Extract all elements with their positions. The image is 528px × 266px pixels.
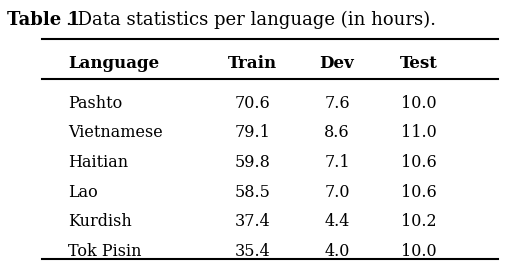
Text: 10.6: 10.6: [401, 184, 437, 201]
Text: Lao: Lao: [68, 184, 98, 201]
Text: Table 1: Table 1: [6, 11, 80, 28]
Text: 4.4: 4.4: [324, 213, 350, 230]
Text: 7.0: 7.0: [324, 184, 350, 201]
Text: 10.2: 10.2: [401, 213, 437, 230]
Text: 58.5: 58.5: [234, 184, 270, 201]
Text: Dev: Dev: [319, 55, 354, 72]
Text: 11.0: 11.0: [401, 124, 437, 141]
Text: Haitian: Haitian: [68, 154, 128, 171]
Text: Tok Pisin: Tok Pisin: [68, 243, 142, 260]
Text: 10.0: 10.0: [401, 243, 437, 260]
Text: 59.8: 59.8: [234, 154, 270, 171]
Text: 10.6: 10.6: [401, 154, 437, 171]
Text: 37.4: 37.4: [234, 213, 270, 230]
Text: 10.0: 10.0: [401, 95, 437, 112]
Text: 70.6: 70.6: [234, 95, 270, 112]
Text: Vietnamese: Vietnamese: [68, 124, 163, 141]
Text: 7.1: 7.1: [324, 154, 350, 171]
Text: 79.1: 79.1: [234, 124, 270, 141]
Text: 4.0: 4.0: [324, 243, 350, 260]
Text: 7.6: 7.6: [324, 95, 350, 112]
Text: . Data statistics per language (in hours).: . Data statistics per language (in hours…: [67, 11, 437, 29]
Text: Kurdish: Kurdish: [68, 213, 132, 230]
Text: Language: Language: [68, 55, 159, 72]
Text: Train: Train: [228, 55, 277, 72]
Text: 8.6: 8.6: [324, 124, 350, 141]
Text: Pashto: Pashto: [68, 95, 122, 112]
Text: Test: Test: [400, 55, 438, 72]
Text: 35.4: 35.4: [234, 243, 270, 260]
